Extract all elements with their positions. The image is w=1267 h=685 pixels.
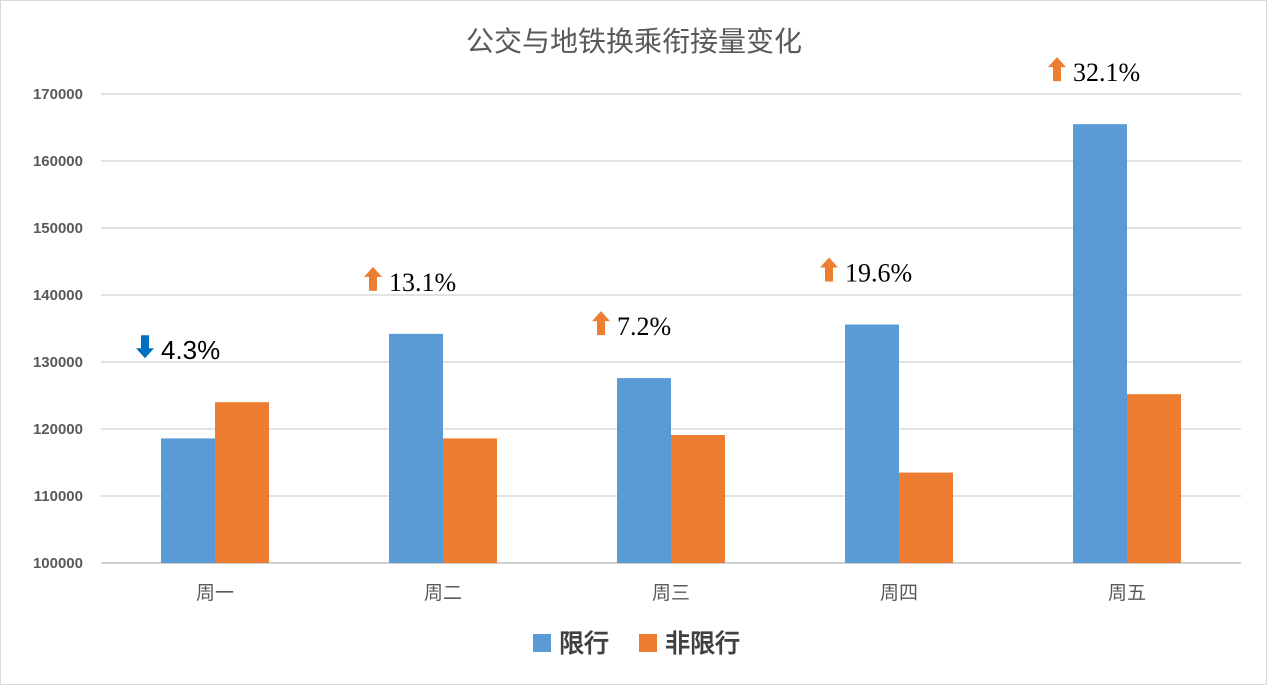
chart-title: 公交与地铁换乘衔接量变化 [466, 25, 802, 58]
arrow-down-icon [136, 335, 154, 359]
x-tick-label: 周一 [196, 582, 234, 604]
annotation-label: 4.3% [161, 335, 220, 365]
arrow-up-icon [820, 257, 838, 282]
legend-label: 非限行 [665, 629, 740, 658]
annotation-label: 13.1% [389, 268, 456, 297]
bar [899, 472, 953, 563]
x-tick-label: 周四 [880, 582, 918, 604]
annotation-label: 32.1% [1073, 58, 1140, 87]
y-tick-label: 120000 [33, 421, 83, 438]
bar [671, 435, 725, 563]
y-tick-label: 160000 [33, 153, 83, 170]
legend: 限行 非限行 [533, 629, 740, 658]
x-axis: 周一 周二 周三 周四 周五 [196, 582, 1146, 604]
bar [389, 333, 443, 563]
bar [1073, 124, 1127, 564]
y-tick-label: 110000 [34, 488, 83, 505]
legend-swatch [639, 634, 657, 652]
y-axis: 100000 110000 120000 130000 140000 150000 1600… [33, 86, 83, 572]
legend-label: 限行 [559, 629, 609, 658]
y-tick-label: 170000 [33, 86, 83, 103]
arrow-up-icon [1048, 57, 1066, 82]
annotation-label: 7.2% [617, 312, 671, 341]
y-tick-label: 100000 [33, 555, 83, 572]
annotations: 4.3% 13.1% 7.2% 19.6% 32.1% [136, 57, 1140, 365]
arrow-up-icon [364, 266, 382, 291]
x-tick-label: 周五 [1108, 582, 1146, 604]
bar [443, 438, 497, 563]
x-tick-label: 周二 [424, 582, 462, 604]
legend-swatch [533, 634, 551, 652]
bars [161, 124, 1181, 564]
y-tick-label: 130000 [33, 354, 83, 371]
bar [1127, 394, 1181, 563]
y-tick-label: 140000 [33, 287, 83, 304]
annotation-label: 19.6% [845, 258, 912, 287]
x-tick-label: 周三 [652, 582, 690, 604]
bar [845, 324, 899, 563]
bar [215, 402, 269, 563]
arrow-up-icon [592, 311, 610, 336]
y-tick-label: 150000 [33, 220, 83, 237]
bar [161, 438, 215, 563]
bar [617, 378, 671, 563]
